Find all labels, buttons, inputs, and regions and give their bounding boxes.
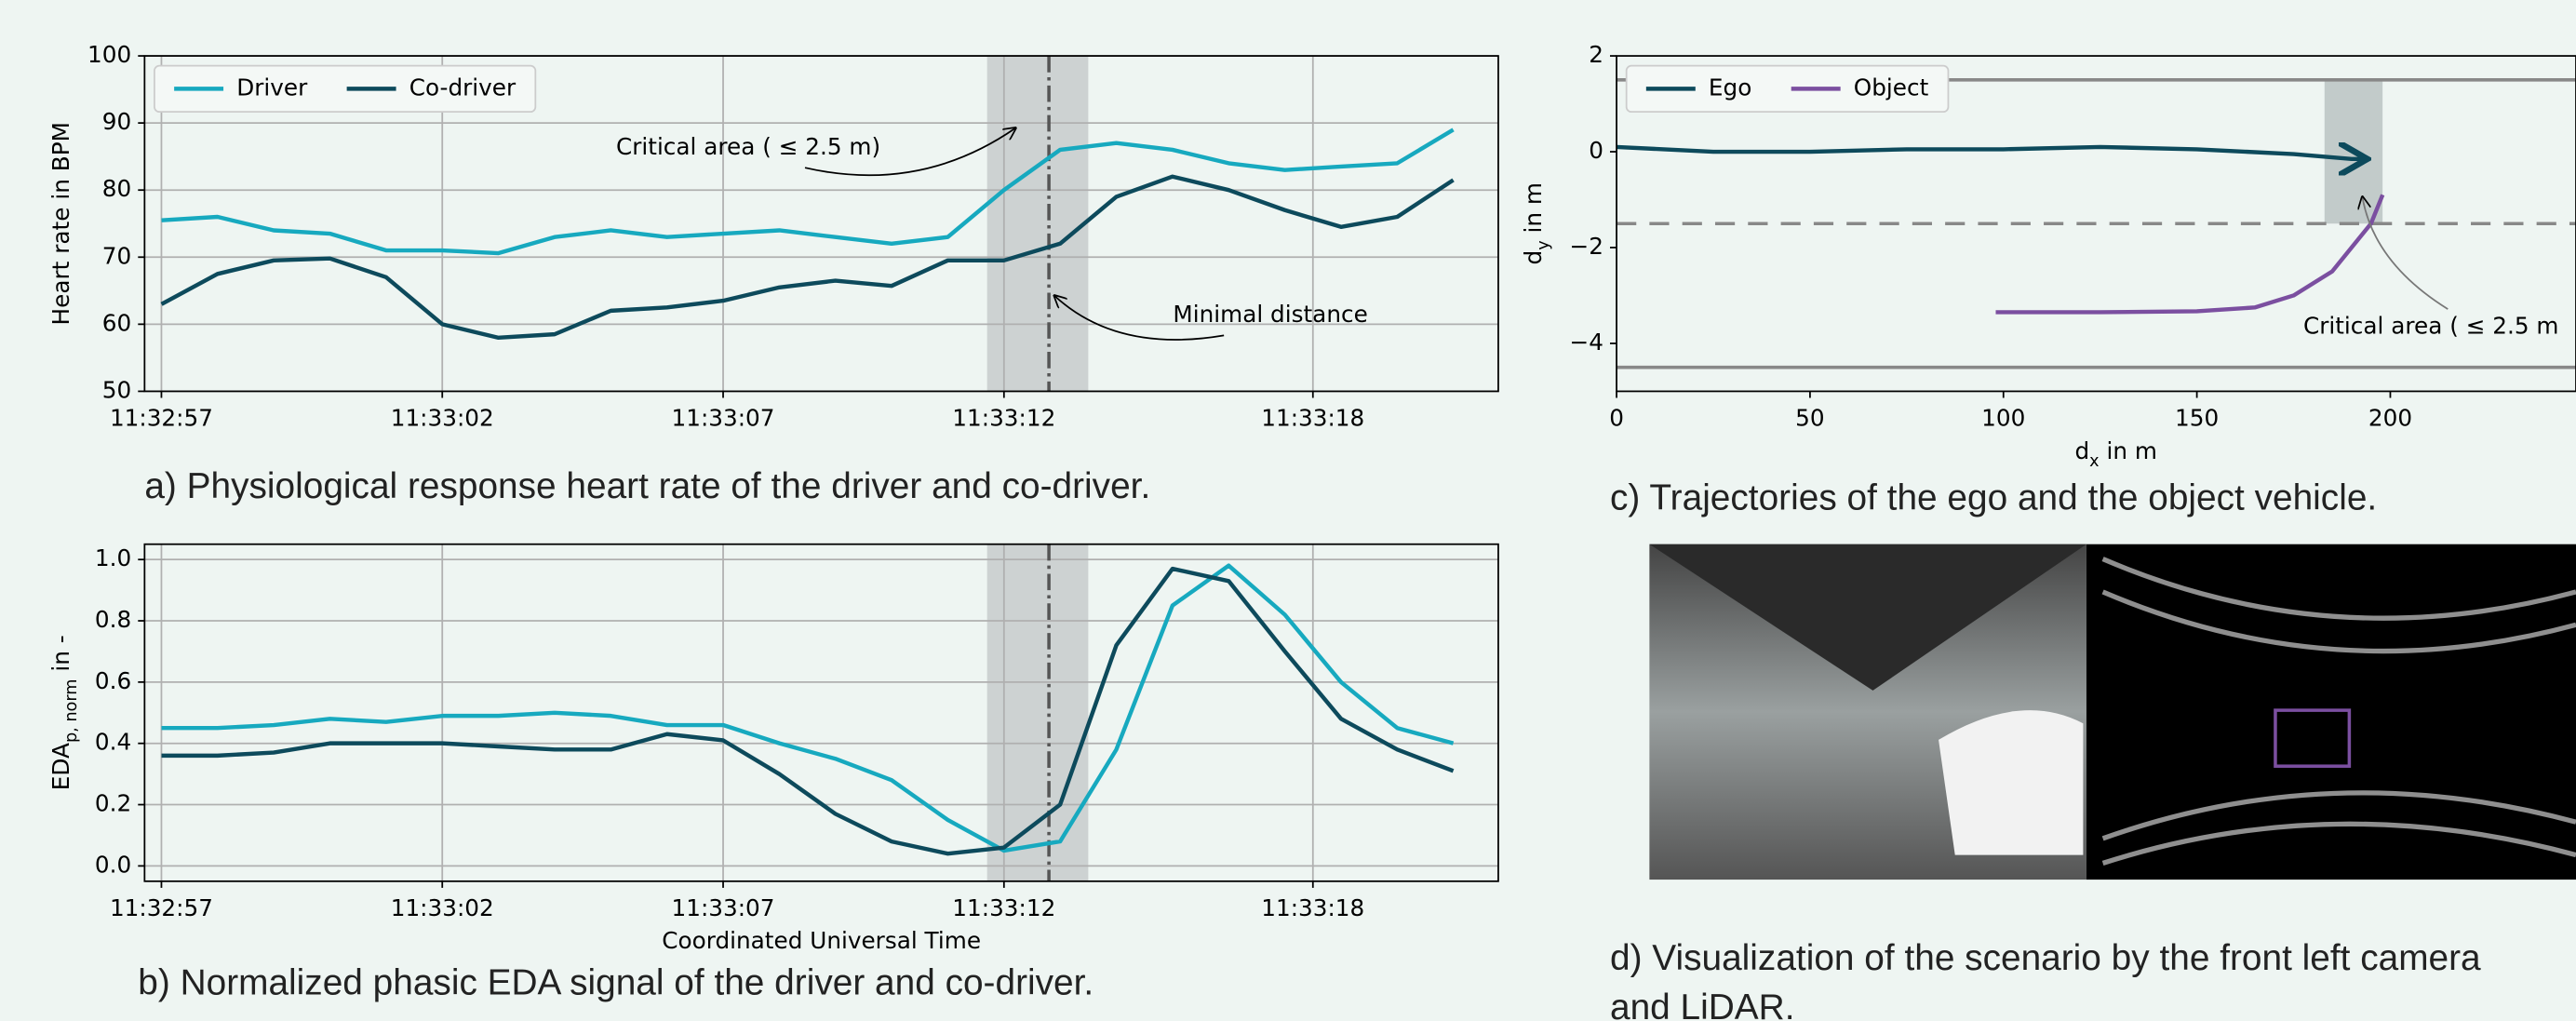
x-tick-label: 0 [1609,404,1624,431]
critical-area [987,544,1089,881]
annotation: Critical area ( ≤ 2.5 m) [616,133,880,160]
x-tick-label: 150 [2175,404,2219,431]
legend: Ego Object [1627,66,1949,112]
series-line [162,569,1454,853]
y-tick-label: 60 [102,309,131,336]
x-tick-label: 11:33:12 [952,894,1055,921]
series-line [162,566,1454,851]
x-tick-label: 11:32:57 [110,404,213,431]
y-tick-label: 0.4 [95,729,131,756]
annotation: Minimal distance [1173,301,1367,328]
x-tick-label: 11:32:57 [110,894,213,921]
x-tick-label: 11:33:18 [1261,404,1364,431]
x-tick-label: 11:33:12 [952,404,1055,431]
x-tick-label: 200 [2368,404,2412,431]
y-axis-label: dy in m [1520,182,1553,265]
y-tick-label: 0.2 [95,790,131,817]
lidar-view [2086,544,2576,880]
x-tick-label: 11:33:07 [672,894,775,921]
caption: a) Physiological response heart rate of … [144,466,1150,506]
x-tick-label: 100 [1981,404,2025,431]
y-tick-label: −4 [1569,329,1603,356]
critical-area [987,56,1089,391]
x-tick-label: 11:33:02 [391,404,494,431]
legend-label: Driver [236,74,308,101]
y-tick-label: 0 [1589,137,1603,164]
x-axis-label: Coordinated Universal Time [662,927,981,954]
y-tick-label: −2 [1569,233,1603,260]
caption: c) Trajectories of the ego and the objec… [1610,477,2377,517]
caption: b) Normalized phasic EDA signal of the d… [138,962,1093,1002]
y-axis-label-part: y [1535,240,1553,249]
legend: Driver Co-driver [154,66,535,112]
y-tick-label: 1.0 [95,544,131,571]
y-axis-label: EDAp, norm in - [47,635,81,790]
x-axis-label-part: x [2089,452,2099,471]
x-tick-label: 11:33:02 [391,894,494,921]
caption: and LiDAR. [1610,987,1794,1021]
x-tick-label: 11:33:18 [1261,894,1364,921]
scenario-image [1649,544,2576,880]
y-tick-label: 90 [102,108,131,135]
y-tick-label: 2 [1589,41,1603,68]
y-tick-label: 80 [102,175,131,202]
y-tick-label: 0.8 [95,606,131,633]
x-tick-label: 11:33:07 [672,404,775,431]
y-axis-label-part: d [1520,250,1547,265]
x-axis-label: dx in m [2074,437,2156,471]
x-tick-label: 50 [1795,404,1824,431]
plot-frame [144,544,1498,881]
series-line [1617,147,2363,159]
legend-label: Object [1854,74,1929,101]
y-axis-label: Heart rate in BPM [47,122,74,325]
y-tick-label: 50 [102,376,131,403]
critical-area [2325,80,2382,223]
y-axis-label-part: in m [1520,182,1547,240]
annotation: Critical area ( ≤ 2.5 m [2303,313,2559,340]
x-axis-label-part: in m [2100,437,2157,464]
legend-label: Co-driver [409,74,517,101]
y-tick-label: 100 [87,41,131,68]
figure: 50 60 70 80 90 100 11:32:57 11:33:02 11:33:07 11:… [0,0,2576,1021]
y-axis-label-part: EDA [47,743,74,790]
y-tick-label: 70 [102,242,131,269]
white-car [1939,710,2083,854]
y-axis-label-part: in - [47,635,74,678]
x-axis-label-part: d [2074,437,2089,464]
y-tick-label: 0.0 [95,851,131,878]
caption: d) Visualization of the scenario by the … [1610,938,2481,978]
legend-label: Ego [1709,74,1751,101]
y-axis-label-part: p, norm [62,679,81,744]
y-tick-label: 0.6 [95,667,131,694]
